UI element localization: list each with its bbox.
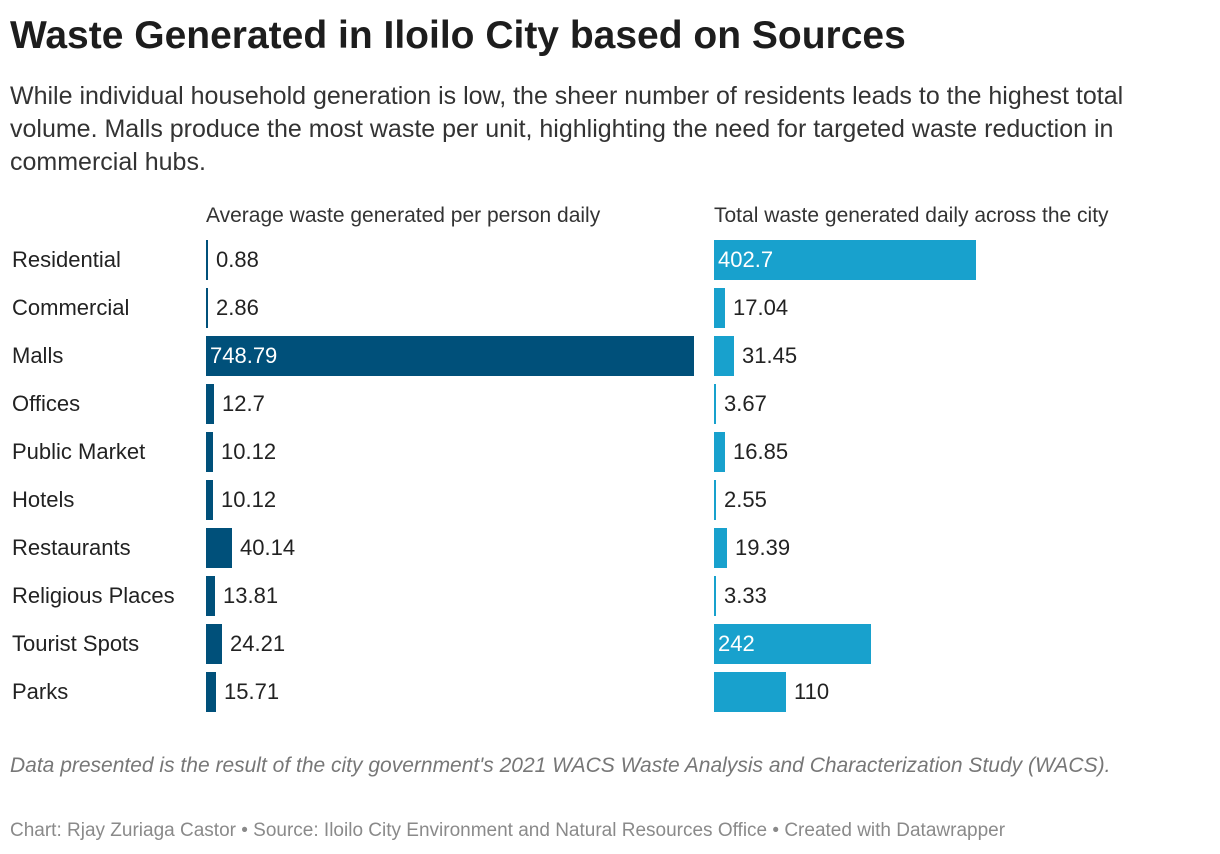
column-header-total: Total waste generated daily across the c… [714, 204, 1109, 227]
bar-per-person-hotels [206, 480, 213, 520]
bar-total-malls [714, 336, 734, 376]
chart-subtitle: While individual household generation is… [10, 82, 1124, 176]
bar-total-offices [714, 384, 716, 424]
column-header-per-person: Average waste generated per person daily [206, 204, 601, 227]
value-label-per-person-residential: 0.88 [216, 247, 259, 272]
bar-per-person-residential [206, 240, 208, 280]
category-label-parks: Parks [12, 679, 69, 704]
value-label-total-malls: 31.45 [742, 343, 798, 368]
value-label-total-religious-places: 3.33 [724, 583, 767, 608]
value-label-per-person-tourist-spots: 24.21 [230, 631, 286, 656]
bar-per-person-malls [206, 336, 694, 376]
bar-total-religious-places [714, 576, 716, 616]
bar-total-restaurants [714, 528, 727, 568]
value-label-per-person-hotels: 10.12 [221, 487, 277, 512]
value-label-total-hotels: 2.55 [724, 487, 767, 512]
value-label-total-parks: 110 [794, 679, 830, 704]
bar-total-parks [714, 672, 786, 712]
bar-per-person-public-market [206, 432, 213, 472]
bar-per-person-commercial [206, 288, 208, 328]
bar-total-public-market [714, 432, 725, 472]
value-label-per-person-religious-places: 13.81 [223, 583, 279, 608]
chart-title: Waste Generated in Iloilo City based on … [10, 14, 906, 57]
category-label-offices: Offices [12, 391, 81, 416]
category-label-hotels: Hotels [12, 487, 75, 512]
bar-per-person-parks [206, 672, 216, 712]
chart-note: Data presented is the result of the city… [10, 754, 1111, 777]
value-label-per-person-parks: 15.71 [224, 679, 280, 704]
bar-total-tourist-spots [714, 624, 871, 664]
value-label-total-tourist-spots: 242 [718, 631, 755, 656]
bar-total-residential [714, 240, 976, 280]
category-label-malls: Malls [12, 343, 64, 368]
chart-footer: Chart: Rjay Zuriaga Castor • Source: Ilo… [10, 820, 1006, 841]
bar-per-person-tourist-spots [206, 624, 222, 664]
value-label-per-person-restaurants: 40.14 [240, 535, 296, 560]
category-label-residential: Residential [12, 247, 121, 272]
value-label-total-offices: 3.67 [724, 391, 767, 416]
value-label-total-commercial: 17.04 [733, 295, 789, 320]
value-label-total-public-market: 16.85 [733, 439, 789, 464]
bar-per-person-religious-places [206, 576, 215, 616]
bar-total-commercial [714, 288, 725, 328]
category-label-religious-places: Religious Places [12, 583, 175, 608]
category-label-tourist-spots: Tourist Spots [12, 631, 140, 656]
value-label-total-restaurants: 19.39 [735, 535, 791, 560]
category-label-public-market: Public Market [12, 439, 146, 464]
value-label-per-person-public-market: 10.12 [221, 439, 277, 464]
value-label-per-person-commercial: 2.86 [216, 295, 259, 320]
value-label-per-person-malls: 748.79 [210, 343, 278, 368]
value-label-per-person-offices: 12.7 [222, 391, 265, 416]
bar-per-person-offices [206, 384, 214, 424]
value-label-total-residential: 402.7 [718, 247, 774, 272]
bar-total-hotels [714, 480, 716, 520]
bar-per-person-restaurants [206, 528, 232, 568]
category-label-restaurants: Restaurants [12, 535, 131, 560]
category-label-commercial: Commercial [12, 295, 130, 320]
